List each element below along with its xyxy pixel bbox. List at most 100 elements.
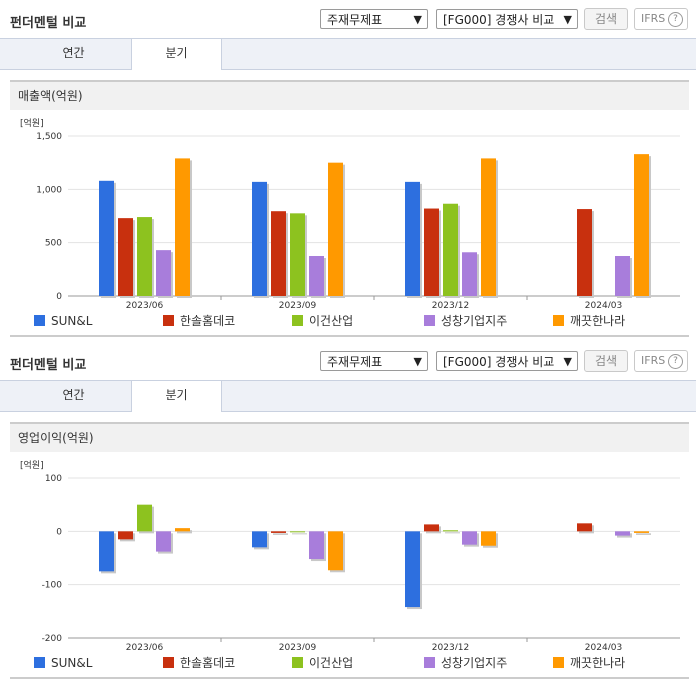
bar [481,158,496,296]
revenue-legend: SUN&L 한솔홈데코 이건산업 성창기업지주 깨끗한나라 [0,313,696,333]
y-tick-label: -100 [42,581,63,591]
help-icon[interactable]: ? [668,12,683,27]
x-tick-label: 2024/03 [585,301,622,308]
ifrs-label: IFRS [641,12,666,25]
bar [462,531,477,545]
operating-profit-legend: SUN&L 한솔홈데코 이건산업 성창기업지주 깨끗한나라 [0,655,696,675]
chevron-down-icon: ▼ [413,355,422,368]
period-tabs: 연간 분기 [0,380,696,412]
legend-swatch [424,657,435,668]
legend-item[interactable]: 이건산업 [292,655,353,671]
bar [271,211,286,296]
x-tick-label: 2023/12 [432,643,469,650]
bar [175,158,190,296]
legend-swatch [553,657,564,668]
comparison-select-value: [FG000] 경쟁사 비교 [443,13,555,27]
statement-select[interactable]: 주재무제표 ▼ [320,351,428,371]
panel-header: 펀더멘털 비교 주재무제표 ▼ [FG000] 경쟁사 비교 ▼ 검색 IFRS… [0,0,696,38]
bar [252,531,267,548]
bar [424,208,439,296]
bar [405,181,420,296]
ifrs-button[interactable]: IFRS ? [634,350,688,372]
comparison-select[interactable]: [FG000] 경쟁사 비교 ▼ [436,351,578,371]
legend-item[interactable]: 성창기업지주 [424,655,507,671]
bar [328,531,343,571]
legend-swatch [163,315,174,326]
legend-item[interactable]: 성창기업지주 [424,313,507,329]
legend-item[interactable]: 깨끗한나라 [553,313,625,329]
revenue-chart: [억원] 0 500 1,000 1,500 2023/06 2023/09 2023/12 2… [0,112,696,311]
help-icon[interactable]: ? [668,354,683,369]
legend-item[interactable]: SUN&L [34,313,92,329]
bar [328,162,343,296]
metric-title: 매출액(억원) [10,80,689,110]
bar-shadow [177,530,192,534]
bar [290,213,305,296]
bar [577,523,592,532]
legend-label: 한솔홈데코 [180,656,236,670]
legend-swatch [292,657,303,668]
operating-profit-chart: [억원] -200 -100 0 100 2023/06 2023/09 2023/12 202… [0,454,696,653]
y-tick-label: 0 [56,527,62,537]
legend-label: 이건산업 [309,656,354,670]
period-tabs: 연간 분기 [0,38,696,70]
legend-label: SUN&L [51,314,93,328]
x-tick-label: 2023/09 [279,643,317,650]
legend-swatch [34,657,45,668]
bar [309,531,324,560]
statement-select-value: 주재무제표 [327,355,383,369]
legend-item[interactable]: 한솔홈데코 [163,313,235,329]
legend-swatch [163,657,174,668]
legend-label: SUN&L [51,656,93,670]
panel-title: 펀더멘털 비교 [10,16,87,31]
bar [462,252,477,296]
tab-quarterly[interactable]: 분기 [131,381,222,412]
search-button[interactable]: 검색 [584,350,628,372]
bar [137,504,152,532]
bar [290,531,305,533]
bar [175,528,190,532]
panel-title: 펀더멘털 비교 [10,358,87,373]
search-button[interactable]: 검색 [584,8,628,30]
ifrs-button[interactable]: IFRS ? [634,8,688,30]
statement-select[interactable]: 주재무제표 ▼ [320,9,428,29]
legend-swatch [34,315,45,326]
tab-annual[interactable]: 연간 [62,388,85,402]
legend-label: 성창기업지주 [441,314,508,328]
bar [634,531,649,533]
bar [156,250,171,296]
legend-swatch [424,315,435,326]
panel-header: 펀더멘털 비교 주재무제표 ▼ [FG000] 경쟁사 비교 ▼ 검색 IFRS… [0,342,696,380]
bar [577,209,592,296]
bar [252,181,267,296]
tab-annual[interactable]: 연간 [62,46,85,60]
tab-quarterly[interactable]: 분기 [131,39,222,70]
x-tick-label: 2023/12 [432,301,469,308]
comparison-select-value: [FG000] 경쟁사 비교 [443,355,555,369]
legend-swatch [292,315,303,326]
legend-item[interactable]: SUN&L [34,655,92,671]
bar-shadow [636,533,651,535]
y-tick-label: 1,500 [36,132,62,142]
legend-label: 한솔홈데코 [180,314,236,328]
legend-item[interactable]: 깨끗한나라 [553,655,625,671]
metric-title: 영업이익(억원) [10,422,689,452]
legend-swatch [553,315,564,326]
comparison-select[interactable]: [FG000] 경쟁사 비교 ▼ [436,9,578,29]
legend-item[interactable]: 이건산업 [292,313,353,329]
bar [118,531,133,540]
bar [615,256,630,296]
bar [118,218,133,296]
legend-item[interactable]: 한솔홈데코 [163,655,235,671]
operating-profit-chart-svg: [억원] -200 -100 0 100 2023/06 2023/09 2023/12 202… [20,459,680,653]
divider [10,677,689,679]
legend-label: 깨끗한나라 [570,656,626,670]
bar-shadow [292,533,307,535]
bar [271,531,286,533]
bar [99,531,114,572]
chevron-down-icon: ▼ [413,13,422,26]
y-tick-label: -200 [42,634,63,644]
bar-shadow [445,532,460,534]
bar [309,256,324,296]
x-tick-label: 2023/09 [279,301,317,308]
